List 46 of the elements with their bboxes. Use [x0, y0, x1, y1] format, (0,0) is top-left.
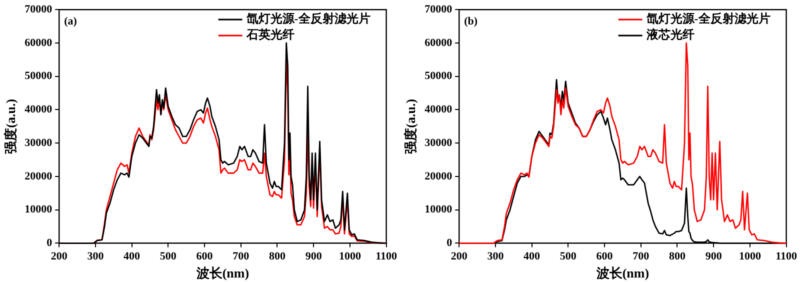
y-tick-label: 60000	[424, 36, 453, 49]
x-tick-label: 200	[450, 250, 468, 263]
y-tick-label: 50000	[424, 70, 453, 82]
x-tick-label: 400	[124, 250, 141, 263]
x-axis-title: 波长(nm)	[595, 266, 650, 281]
y-axis-title: 强度(a.u.)	[403, 98, 418, 154]
y-tick-label: 10000	[24, 204, 53, 216]
y-tick-label: 10000	[424, 204, 453, 216]
annotation: (b)	[464, 15, 478, 28]
y-tick-label: 0	[446, 237, 453, 250]
x-tick-label: 200	[50, 250, 68, 263]
x-tick-label: 800	[268, 250, 286, 263]
x-tick-label: 1000	[338, 250, 362, 263]
legend-label: 液芯光纤	[645, 28, 694, 42]
legend-label: 石英光纤	[245, 28, 294, 42]
x-tick-label: 500	[160, 250, 177, 263]
x-tick-label: 500	[560, 250, 577, 263]
y-tick-label: 60000	[24, 36, 53, 49]
x-tick-label: 600	[596, 250, 614, 263]
annotation: (a)	[64, 15, 78, 28]
y-tick-label: 70000	[24, 3, 53, 16]
x-tick-label: 300	[487, 250, 504, 263]
x-tick-label: 800	[668, 250, 686, 263]
y-tick-label: 70000	[424, 3, 453, 16]
x-tick-label: 700	[632, 250, 650, 263]
legend-label: 氙灯光源-全反射滤光片	[245, 12, 370, 26]
y-tick-label: 40000	[24, 104, 53, 116]
y-tick-label: 0	[46, 237, 53, 250]
x-tick-label: 1100	[776, 250, 798, 263]
x-tick-label: 1100	[376, 250, 398, 263]
y-tick-label: 50000	[24, 70, 53, 82]
x-tick-label: 600	[196, 250, 214, 263]
legend-label: 氙灯光源-全反射滤光片	[645, 12, 770, 26]
x-tick-label: 900	[305, 250, 322, 263]
x-axis-title: 波长(nm)	[195, 266, 250, 281]
y-tick-label: 40000	[424, 104, 453, 116]
y-tick-label: 30000	[24, 136, 53, 149]
x-tick-label: 1000	[738, 250, 762, 263]
x-tick-label: 700	[232, 250, 250, 263]
x-tick-label: 300	[87, 250, 104, 263]
y-tick-label: 30000	[424, 136, 453, 149]
x-tick-label: 400	[524, 250, 541, 263]
x-tick-label: 900	[705, 250, 722, 263]
y-axis-title: 强度(a.u.)	[3, 98, 18, 154]
y-tick-label: 20000	[424, 170, 453, 182]
y-tick-label: 20000	[24, 170, 53, 182]
